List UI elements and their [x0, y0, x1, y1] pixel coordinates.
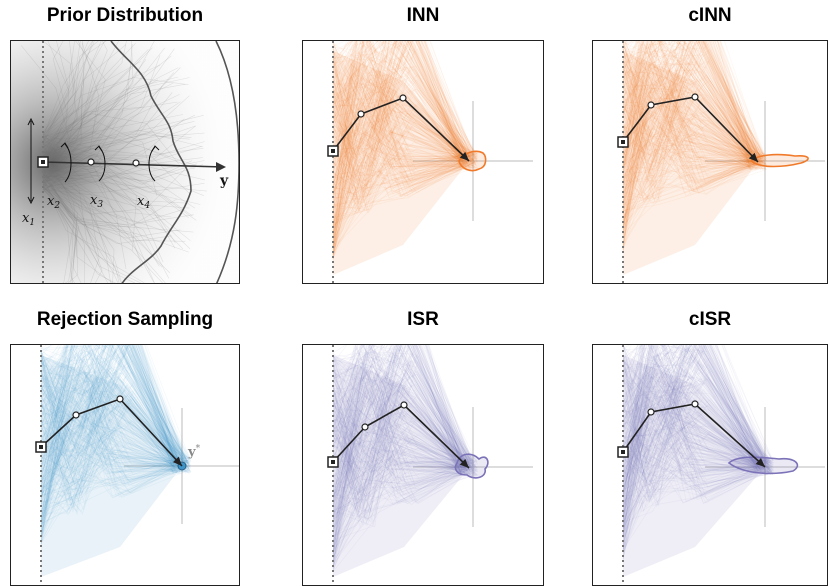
- title-prior-distribution: Prior Distribution: [46, 5, 204, 26]
- inn-plot: [327, 41, 533, 283]
- label-y: y: [219, 173, 229, 189]
- label-x4: x4: [137, 194, 150, 211]
- arm-joint-1: [357, 110, 365, 118]
- sample-strands: [40, 345, 192, 546]
- arm-joint-2: [399, 94, 407, 102]
- reachable-target-region: [454, 453, 489, 479]
- prior-contour-inner: [110, 41, 192, 283]
- panel-cisr: [592, 344, 828, 586]
- sample-density: [333, 51, 469, 275]
- arm-arrowhead: [748, 152, 758, 162]
- mean-arm: [332, 97, 470, 162]
- mean-arm: [622, 96, 759, 163]
- arm-joint-1: [72, 411, 80, 419]
- arm-joint-2: [116, 395, 124, 403]
- arm-arrowhead: [172, 456, 182, 466]
- sample-density: [623, 51, 758, 275]
- title-rejection-sampling: Rejection Sampling: [36, 309, 214, 330]
- mean-arm: [622, 403, 766, 468]
- target-crosshair: [413, 407, 533, 527]
- cisr-plot: [617, 345, 825, 585]
- reachable-target-region: [749, 153, 809, 168]
- cinn-plot: [617, 41, 825, 283]
- sample-density: [333, 355, 469, 577]
- prior-joint-2: [87, 158, 95, 166]
- arm-joint-2: [691, 400, 699, 408]
- arm-joint-1: [361, 423, 369, 431]
- rejection-plot: y*: [35, 345, 239, 585]
- panel-isr: [302, 344, 544, 586]
- sample-strands: [332, 41, 479, 261]
- arm-arrowhead: [459, 458, 469, 468]
- label-x1: x1: [22, 211, 35, 228]
- title-cisr: cISR: [688, 309, 732, 330]
- arm-joint-1: [647, 408, 655, 416]
- sample-strands: [332, 345, 479, 572]
- panel-prior-distribution: x1 x2 x3 x4 y: [10, 40, 240, 284]
- mean-arm: [332, 404, 470, 469]
- mean-arm: [40, 398, 183, 467]
- prior-strands: [20, 41, 207, 283]
- label-x3: x3: [90, 193, 103, 210]
- arm-joint-2: [400, 401, 408, 409]
- panel-rejection-sampling: y*: [10, 344, 240, 586]
- panel-cinn: [592, 40, 828, 284]
- arm-arrowhead: [755, 458, 765, 467]
- panel-inn: [302, 40, 544, 284]
- title-isr: ISR: [407, 309, 439, 330]
- arm-joint-1: [647, 101, 655, 109]
- arm-arrowhead: [459, 151, 469, 161]
- prior-contour-outer: [215, 41, 239, 283]
- sample-strands: [622, 41, 768, 253]
- isr-plot: [327, 345, 533, 585]
- sample-density: [41, 355, 182, 577]
- label-y-star: y*: [187, 444, 201, 460]
- arm-joint-2: [691, 93, 699, 101]
- title-cinn: cINN: [688, 5, 732, 26]
- target-crosshair: [413, 101, 533, 221]
- prior-joint-3: [132, 159, 140, 167]
- label-x2: x2: [47, 194, 60, 211]
- title-inn: INN: [406, 5, 440, 26]
- prior-plot: x1 x2 x3 x4 y: [11, 41, 239, 283]
